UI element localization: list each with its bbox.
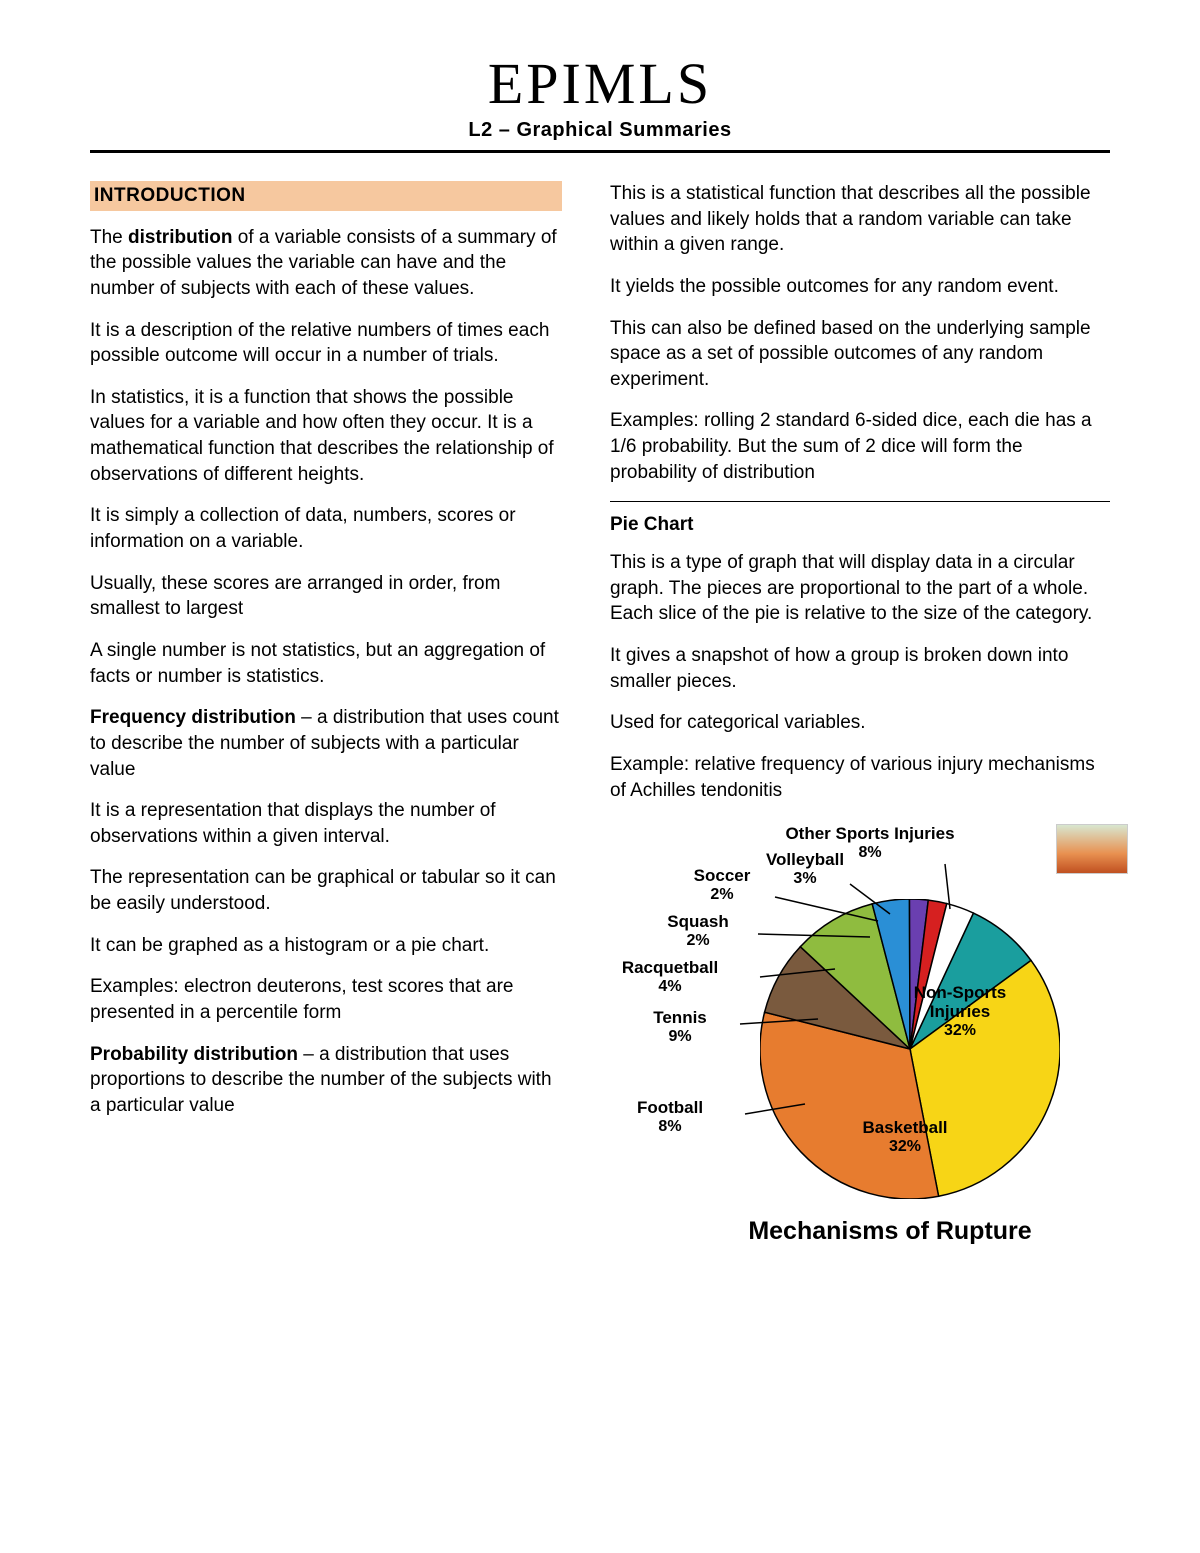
- pie-chart-figure: Other Sports Injuries8%Volleyball3%Socce…: [610, 819, 1110, 1249]
- left-column: INTRODUCTION The distribution of a varia…: [90, 181, 562, 1249]
- right-top-paragraphs: This is a statistical function that desc…: [610, 181, 1110, 485]
- subheading-pie-chart: Pie Chart: [610, 512, 1110, 538]
- paragraph: The distribution of a variable consists …: [90, 225, 562, 302]
- pie-label: Soccer2%: [694, 867, 751, 903]
- paragraph: This is a type of graph that will displa…: [610, 550, 1110, 627]
- paragraph: Usually, these scores are arranged in or…: [90, 571, 562, 622]
- pie-label: Racquetball4%: [622, 959, 718, 995]
- pie-label: Non-Sports Injuries32%: [885, 984, 1035, 1039]
- pie-label: Basketball32%: [862, 1119, 947, 1155]
- paragraph: Frequency distribution – a distribution …: [90, 705, 562, 782]
- pie-label: Volleyball3%: [766, 851, 844, 887]
- right-column: This is a statistical function that desc…: [610, 181, 1110, 1249]
- paragraph: A single number is not statistics, but a…: [90, 638, 562, 689]
- paragraph: Used for categorical variables.: [610, 710, 1110, 736]
- paragraph: The representation can be graphical or t…: [90, 865, 562, 916]
- right-pie-paragraphs: This is a type of graph that will displa…: [610, 550, 1110, 803]
- pie-label: Tennis9%: [653, 1009, 707, 1045]
- video-thumbnail: [1056, 824, 1128, 874]
- section-heading-introduction: INTRODUCTION: [90, 181, 562, 211]
- paragraph: It is simply a collection of data, numbe…: [90, 503, 562, 554]
- page-title: EPIMLS: [90, 50, 1110, 117]
- paragraph: Examples: electron deuterons, test score…: [90, 974, 562, 1025]
- paragraph: Example: relative frequency of various i…: [610, 752, 1110, 803]
- left-paragraphs: The distribution of a variable consists …: [90, 225, 562, 1119]
- paragraph: It gives a snapshot of how a group is br…: [610, 643, 1110, 694]
- pie-label: Football8%: [637, 1099, 703, 1135]
- paragraph: This can also be defined based on the un…: [610, 316, 1110, 393]
- paragraph: It is a description of the relative numb…: [90, 318, 562, 369]
- paragraph: In statistics, it is a function that sho…: [90, 385, 562, 488]
- paragraph: It can be graphed as a histogram or a pi…: [90, 933, 562, 959]
- paragraph: Probability distribution – a distributio…: [90, 1042, 562, 1119]
- pie-caption: Mechanisms of Rupture: [610, 1215, 1110, 1249]
- pie-label: Squash2%: [667, 913, 728, 949]
- content-columns: INTRODUCTION The distribution of a varia…: [90, 181, 1110, 1249]
- paragraph: Examples: rolling 2 standard 6-sided dic…: [610, 408, 1110, 485]
- divider: [610, 501, 1110, 502]
- paragraph: It is a representation that displays the…: [90, 798, 562, 849]
- paragraph: This is a statistical function that desc…: [610, 181, 1110, 258]
- paragraph: It yields the possible outcomes for any …: [610, 274, 1110, 300]
- page-header: EPIMLS L2 – Graphical Summaries: [90, 50, 1110, 153]
- page-subtitle: L2 – Graphical Summaries: [90, 119, 1110, 142]
